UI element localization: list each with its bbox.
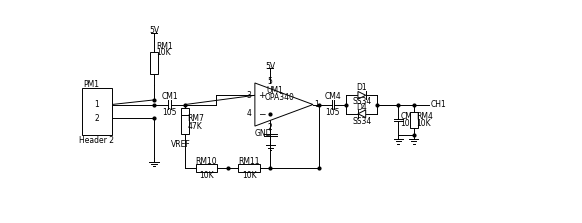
Text: GND: GND [255, 129, 272, 138]
Text: SS34: SS34 [352, 117, 371, 126]
Bar [410, 112, 418, 128]
Text: CM4: CM4 [324, 92, 341, 101]
Text: 105: 105 [400, 119, 415, 128]
Polygon shape [358, 91, 365, 99]
Text: RM11: RM11 [238, 157, 260, 166]
Text: D1: D1 [357, 83, 367, 92]
Text: CM5: CM5 [400, 112, 417, 121]
Text: 5: 5 [267, 77, 272, 86]
Bar [239, 164, 260, 171]
Polygon shape [255, 83, 313, 126]
Text: 4: 4 [247, 109, 252, 118]
Text: 3: 3 [247, 91, 252, 100]
Bar [181, 115, 189, 134]
Text: RM1: RM1 [157, 42, 173, 51]
Bar [150, 52, 158, 74]
Text: RM10: RM10 [196, 157, 217, 166]
Text: PM1: PM1 [84, 80, 100, 89]
Text: 5V: 5V [265, 62, 275, 70]
Text: UM1: UM1 [267, 86, 283, 95]
Text: −: − [258, 109, 265, 118]
Text: Header 2: Header 2 [79, 136, 114, 145]
Text: 2: 2 [94, 114, 99, 123]
Text: VREF: VREF [171, 140, 191, 149]
Text: 105: 105 [325, 108, 340, 117]
Text: 105: 105 [162, 108, 177, 117]
Text: CH1: CH1 [431, 100, 446, 109]
Text: 2: 2 [267, 123, 272, 132]
Text: CM1: CM1 [161, 92, 178, 101]
Text: RM4: RM4 [416, 112, 433, 121]
Bar [196, 164, 217, 171]
Text: RM7: RM7 [187, 114, 204, 123]
Text: 10K: 10K [157, 48, 171, 58]
Text: +: + [258, 91, 265, 100]
Text: 5V: 5V [149, 26, 159, 35]
Text: 10K: 10K [199, 171, 214, 180]
Text: 1: 1 [314, 100, 320, 109]
Text: 10K: 10K [416, 119, 431, 128]
Bar [82, 88, 112, 134]
Text: 1: 1 [94, 100, 99, 109]
Text: OPA340: OPA340 [264, 93, 294, 102]
Polygon shape [358, 110, 365, 118]
Text: 47K: 47K [187, 122, 202, 131]
Text: D4: D4 [356, 103, 367, 112]
Text: SS34: SS34 [352, 97, 371, 106]
Bar [181, 108, 189, 116]
Text: 10K: 10K [242, 171, 257, 180]
